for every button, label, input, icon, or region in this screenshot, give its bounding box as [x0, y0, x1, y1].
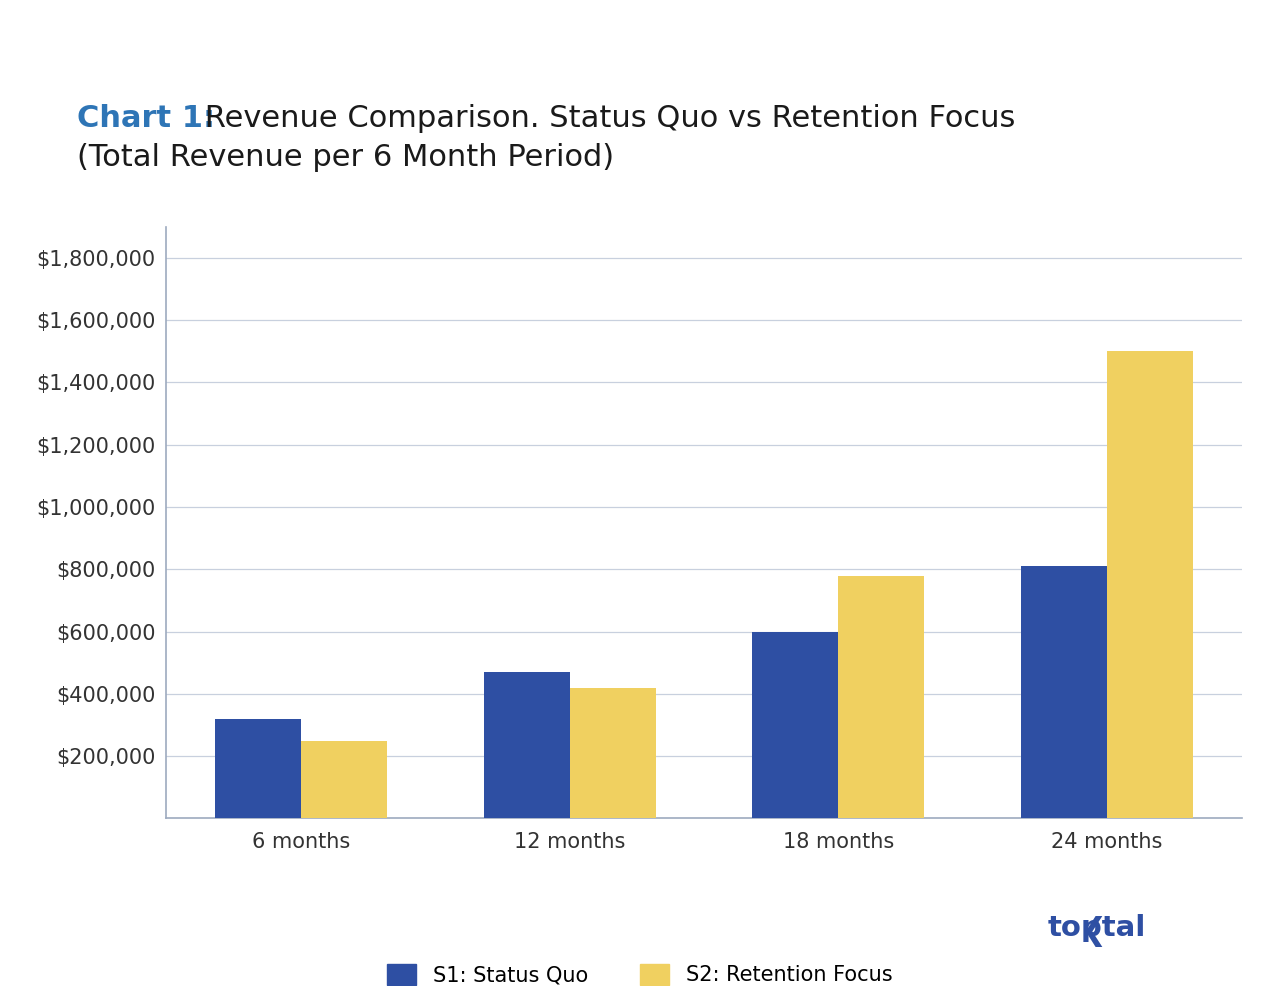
Bar — [753, 632, 838, 818]
Bar — [215, 719, 301, 818]
Text: toptal: toptal — [1047, 914, 1146, 942]
Legend: S1: Status Quo, S2: Retention Focus: S1: Status Quo, S2: Retention Focus — [387, 963, 892, 985]
Bar — [838, 576, 924, 818]
Bar — [301, 740, 387, 818]
Text: (Total Revenue per 6 Month Period): (Total Revenue per 6 Month Period) — [77, 143, 614, 172]
Bar — [484, 672, 570, 818]
Bar — [570, 687, 655, 818]
Text: ❯: ❯ — [1073, 914, 1098, 945]
Text: Revenue Comparison. Status Quo vs Retention Focus: Revenue Comparison. Status Quo vs Retent… — [195, 104, 1015, 132]
Bar — [1021, 566, 1107, 818]
Bar — [1107, 351, 1193, 818]
Text: Chart 1:: Chart 1: — [77, 104, 215, 132]
